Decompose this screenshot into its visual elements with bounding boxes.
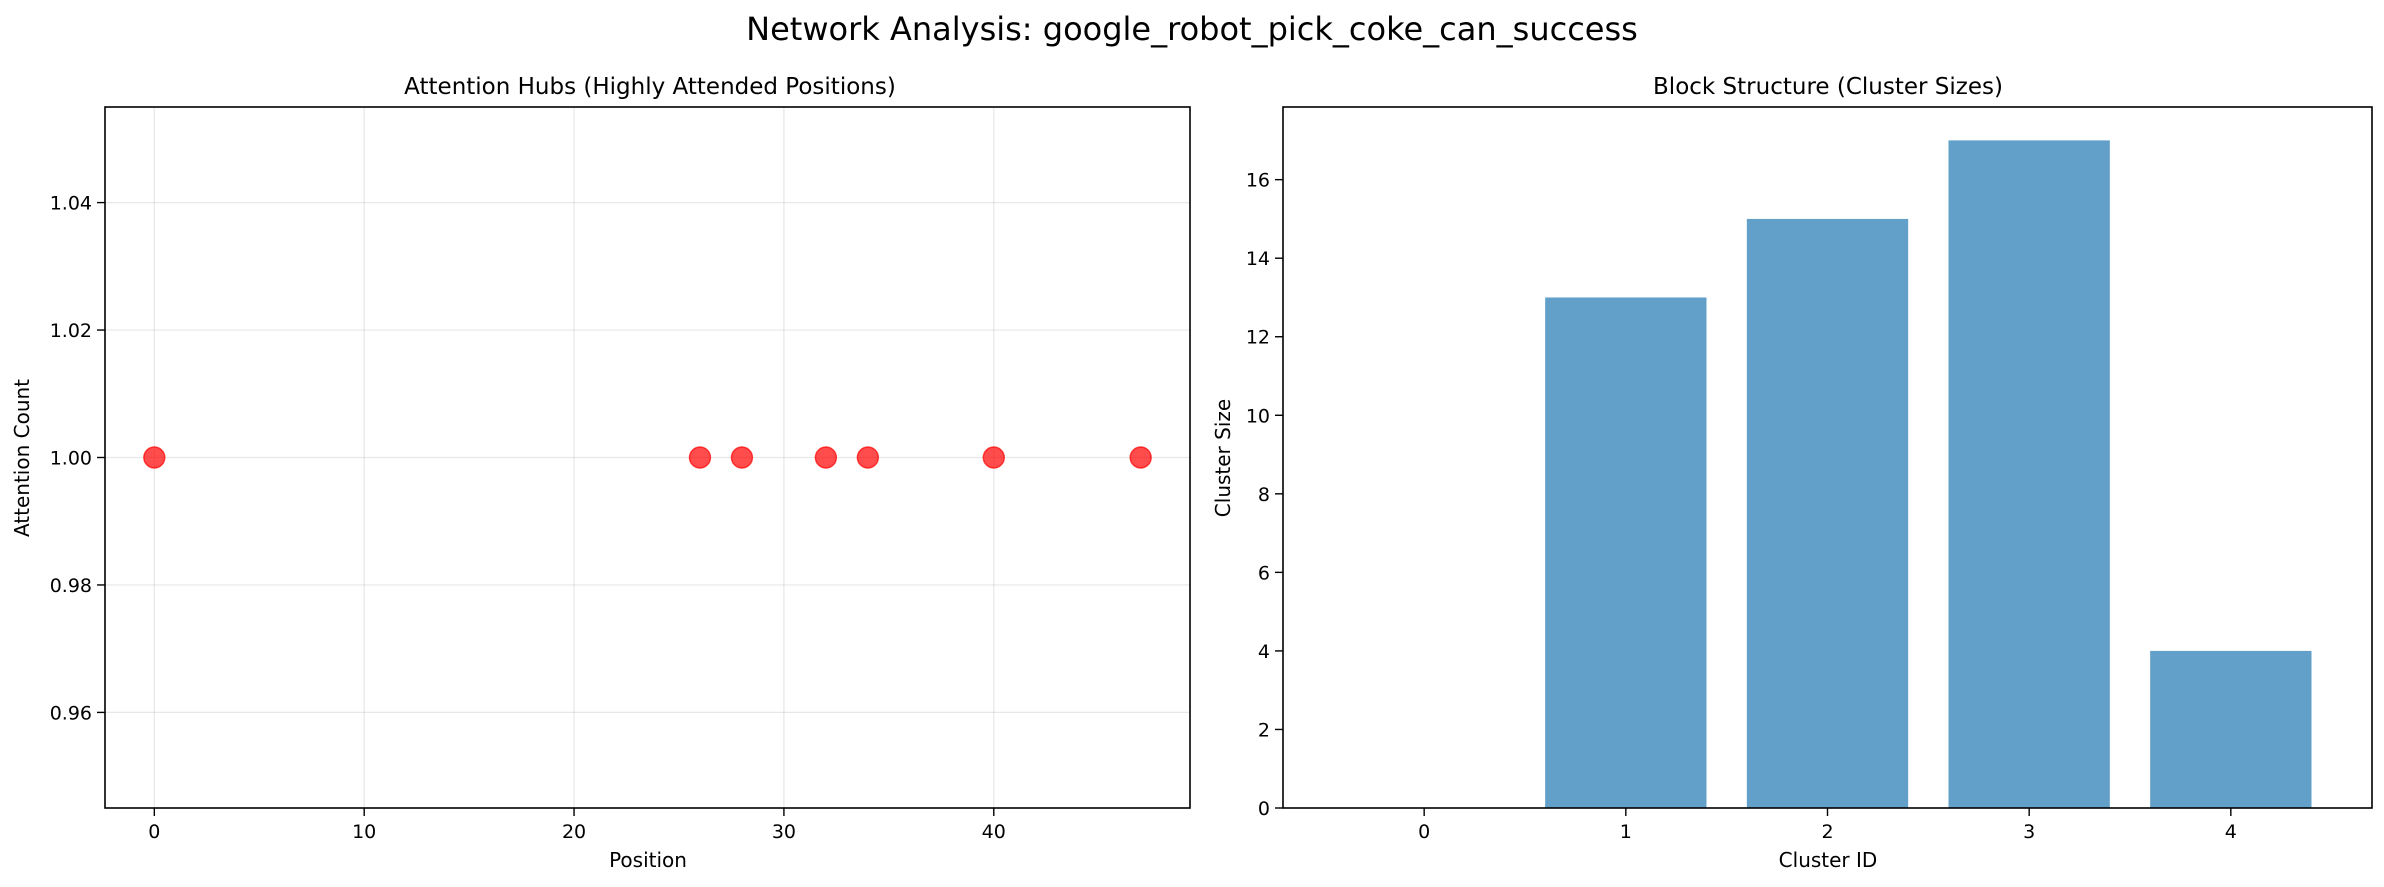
- bar-y-tick-label: 4: [1258, 641, 1270, 663]
- scatter-y-tick-label: 1.00: [50, 448, 92, 470]
- scatter-title: Attention Hubs (Highly Attended Position…: [404, 74, 896, 100]
- scatter-y-tick-label: 1.02: [50, 320, 92, 342]
- scatter-x-tick-label: 30: [772, 821, 796, 843]
- scatter-points: [143, 446, 1152, 469]
- bar-y-axis-ticks: 0 2 4 6 8 10 12 14 16: [1246, 170, 1283, 820]
- bar: [1746, 218, 1909, 808]
- bar-x-axis-label: Cluster ID: [1779, 848, 1878, 872]
- scatter-y-tick-label: 0.96: [50, 702, 92, 724]
- bar-x-tick-label: 4: [2225, 821, 2237, 843]
- bar-y-tick-label: 16: [1246, 170, 1270, 192]
- bar-y-tick-label: 6: [1258, 562, 1270, 584]
- scatter-point: [982, 446, 1005, 469]
- scatter-x-tick-label: 10: [352, 821, 376, 843]
- scatter-y-axis-label: Attention Count: [10, 379, 34, 537]
- bar: [2150, 650, 2312, 808]
- scatter-x-tick-label: 20: [562, 821, 586, 843]
- bar-title: Block Structure (Cluster Sizes): [1653, 74, 2003, 100]
- scatter-y-tick-label: 0.98: [50, 575, 92, 597]
- bar-y-tick-label: 12: [1246, 327, 1270, 349]
- bar-x-tick-label: 0: [1418, 821, 1430, 843]
- bar: [1948, 140, 2110, 808]
- bar: [1545, 297, 1707, 808]
- scatter-x-axis-label: Position: [609, 848, 687, 872]
- bar-y-tick-label: 2: [1258, 719, 1270, 741]
- scatter-point: [688, 446, 712, 469]
- bar-y-tick-label: 8: [1258, 484, 1270, 506]
- bar-series: [1545, 140, 2312, 808]
- bar-y-axis-label: Cluster Size: [1211, 399, 1235, 517]
- scatter-y-axis-ticks: 0.96 0.98 1.00 1.02 1.04: [50, 193, 105, 724]
- scatter-point: [143, 446, 166, 469]
- bar-x-axis-ticks: 0 1 2 3 4: [1418, 808, 2237, 843]
- scatter-x-tick-label: 0: [148, 821, 160, 843]
- bar-x-tick-label: 2: [1821, 821, 1833, 843]
- scatter-point: [814, 446, 838, 469]
- scatter-x-tick-label: 40: [982, 821, 1006, 843]
- bar-x-tick-label: 3: [2023, 821, 2035, 843]
- bar-y-tick-label: 14: [1246, 248, 1270, 270]
- scatter-point: [730, 446, 754, 469]
- scatter-y-tick-label: 1.04: [50, 193, 92, 215]
- bar-y-tick-label: 10: [1246, 405, 1270, 427]
- scatter-x-axis-ticks: 0 10 20 30 40: [148, 808, 1006, 843]
- bar-x-tick-label: 1: [1620, 821, 1632, 843]
- bar-y-tick-label: 0: [1258, 798, 1270, 820]
- figure-suptitle: Network Analysis: google_robot_pick_coke…: [746, 10, 1638, 48]
- scatter-subplot: Attention Hubs (Highly Attended Position…: [10, 74, 1191, 872]
- scatter-gridlines: [105, 107, 1190, 808]
- scatter-point: [856, 446, 880, 469]
- scatter-point: [1129, 446, 1152, 469]
